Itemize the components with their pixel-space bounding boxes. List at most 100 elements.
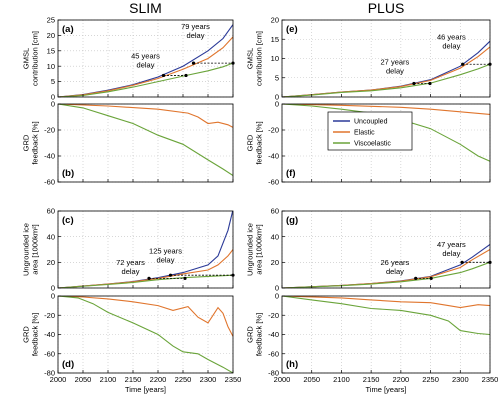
- y-tick-label: -40: [44, 330, 55, 339]
- y-axis-label-row3-plus: Ungrounded ice area [1000km²]: [246, 223, 264, 276]
- series-line-viscoelastic: [58, 104, 233, 176]
- y-tick-label: 20: [47, 31, 55, 40]
- panel-label-f: (f): [286, 168, 296, 179]
- y-axis-label-line: feedback [%]: [255, 121, 264, 164]
- x-tick-label: 2150: [125, 375, 142, 384]
- panel-label-c: (c): [62, 215, 74, 226]
- delay-label: 47 years: [437, 240, 466, 249]
- y-tick-label: 10: [47, 62, 55, 71]
- delay-label: delay: [137, 61, 155, 70]
- y-tick-label: 40: [271, 232, 279, 241]
- panel-b: 0 -20 -40 -60 (b): [44, 100, 234, 187]
- y-tick-label: 0: [51, 284, 55, 293]
- y-tick-label: -40: [44, 152, 55, 161]
- x-axis-label: Time [years]: [125, 385, 166, 394]
- series-line-elastic: [58, 249, 233, 288]
- y-axis-label-line: area [1000km²]: [31, 224, 40, 274]
- y-axis-label-line: contribution [cm]: [255, 31, 264, 86]
- y-axis-label-row1-plus: GMSL contribution [cm]: [246, 31, 264, 86]
- column-title-slim: SLIM: [129, 0, 162, 16]
- y-tick-label: 15: [271, 35, 279, 44]
- y-tick-label: 10: [271, 54, 279, 63]
- delay-label: delay: [157, 255, 175, 264]
- y-tick-label: 15: [47, 46, 55, 55]
- y-tick-label: 0: [51, 93, 55, 102]
- y-tick-label: -20: [268, 126, 279, 135]
- y-tick-label: -80: [44, 369, 55, 378]
- legend: Uncoupled Elastic Viscoelastic: [327, 111, 413, 151]
- panel-f: 0 -20 -40 -60 (f) Uncoupled Elastic Viscoelasti…: [268, 100, 491, 187]
- y-axis-label-row3-slim: Ungrounded ice area [1000km²]: [22, 223, 40, 276]
- delay-label: delay: [386, 66, 404, 75]
- delay-label: 26 years: [381, 258, 410, 267]
- delay-point: [412, 81, 416, 86]
- column-title-plus: PLUS: [368, 0, 405, 16]
- x-tick-label: 2300: [200, 375, 217, 384]
- y-tick-label: -60: [268, 349, 279, 358]
- y-tick-label: -60: [268, 178, 279, 187]
- x-tick-label: 2250: [175, 375, 192, 384]
- y-axis-label-line: feedback [%]: [31, 313, 40, 356]
- series-line-elastic: [58, 296, 233, 337]
- panel-label-a: (a): [62, 24, 74, 35]
- y-axis-label-line: Ungrounded ice: [246, 223, 255, 276]
- y-tick-label: 20: [271, 16, 279, 25]
- delay-label: 72 years: [116, 258, 145, 267]
- delay-label: delay: [187, 31, 205, 40]
- y-axis-label-line: feedback [%]: [255, 313, 264, 356]
- series-line-elastic: [58, 36, 233, 97]
- x-tick-label: 2050: [75, 375, 92, 384]
- y-tick-label: -20: [44, 311, 55, 320]
- delay-point: [414, 276, 418, 280]
- delay-point: [429, 276, 433, 280]
- y-tick-label: -60: [44, 349, 55, 358]
- delay-point: [168, 273, 173, 277]
- x-tick-label: 2100: [333, 375, 350, 384]
- y-tick-label: 0: [51, 100, 55, 109]
- x-tick-label: 2350: [482, 375, 499, 384]
- series-line-viscoelastic: [282, 296, 490, 336]
- y-tick-label: -20: [44, 126, 55, 135]
- series-line-elastic: [58, 104, 233, 128]
- delay-point: [147, 276, 151, 280]
- y-tick-label: 60: [271, 207, 279, 216]
- y-tick-label: 20: [47, 258, 55, 267]
- y-tick-label: -40: [268, 330, 279, 339]
- delay-point: [161, 73, 166, 78]
- legend-entry-uncoupled: Uncoupled: [354, 119, 388, 126]
- x-tick-label: 2200: [150, 375, 167, 384]
- y-tick-label: 5: [275, 73, 279, 82]
- delay-label: 79 years: [181, 22, 210, 31]
- y-tick-label: 0: [275, 284, 279, 293]
- delay-label: 27 years: [381, 57, 410, 66]
- delay-label: delay: [386, 267, 404, 276]
- y-tick-label: 5: [51, 77, 55, 86]
- y-tick-label: -60: [44, 178, 55, 187]
- y-tick-label: -20: [268, 311, 279, 320]
- panel-label-e: (e): [286, 24, 298, 35]
- delay-annotation: 72 years delay: [116, 258, 187, 280]
- y-axis-label-line: area [1000km²]: [255, 224, 264, 274]
- x-tick-label: 2350: [225, 375, 242, 384]
- delay-label: 125 years: [149, 246, 182, 255]
- panel-label-b: (b): [62, 168, 74, 179]
- x-axis-label: Time [years]: [366, 385, 407, 394]
- series-line-viscoelastic: [282, 261, 490, 288]
- y-axis-label-line: GRD: [22, 134, 31, 151]
- y-axis-label-row1-slim: GMSL contribution [cm]: [22, 31, 40, 86]
- y-axis-label-line: Ungrounded ice: [22, 223, 31, 276]
- x-tick-label: 2100: [100, 375, 117, 384]
- delay-point: [461, 62, 465, 66]
- series-line-viscoelastic: [58, 296, 233, 373]
- axes-frame: [57, 210, 234, 289]
- x-tick-label: 2000: [274, 375, 291, 384]
